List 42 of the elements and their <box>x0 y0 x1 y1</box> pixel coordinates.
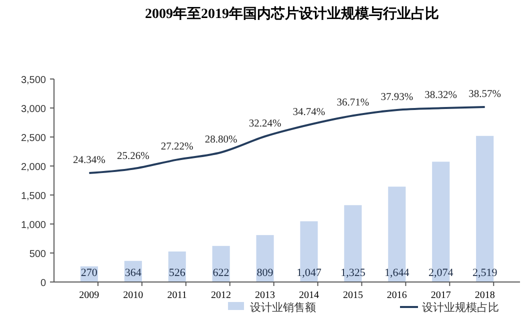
y-tick-label: 1,000 <box>20 220 46 231</box>
data-label: 38.32% <box>424 90 458 102</box>
x-tick-label: 2009 <box>79 290 100 301</box>
data-label: 36.71% <box>336 98 370 109</box>
data-label: 2,519 <box>472 267 498 279</box>
data-label: 32.24% <box>248 118 282 130</box>
x-tick-label: 2013 <box>255 290 276 301</box>
y-tick-label: 3,500 <box>20 75 46 86</box>
y-tick-label: 0 <box>40 278 46 289</box>
x-tick-label: 2011 <box>167 290 187 301</box>
legend-label: 设计业规模占比 <box>422 301 499 314</box>
data-label: 1,047 <box>296 267 322 279</box>
data-label: 270 <box>80 267 98 279</box>
x-tick-label: 2010 <box>123 290 144 301</box>
x-tick-label: 2012 <box>211 290 232 301</box>
y-tick-label: 3,000 <box>20 104 46 115</box>
x-tick-label: 2017 <box>430 290 451 301</box>
x-tick-label: 2014 <box>298 290 319 301</box>
data-label: 1,325 <box>340 267 366 279</box>
data-label: 364 <box>124 267 142 279</box>
chart-title: 2009年至2019年国内芯片设计业规模与行业占比 <box>145 6 439 22</box>
y-tick-label: 1,500 <box>20 191 46 202</box>
x-tick-label: 2018 <box>474 290 495 301</box>
data-label: 34.74% <box>292 106 326 118</box>
data-label: 27.22% <box>160 142 194 153</box>
data-label: 809 <box>256 267 274 279</box>
data-label: 38.57% <box>468 88 502 100</box>
data-label: 24.34% <box>72 155 106 166</box>
y-tick-label: 500 <box>29 249 46 260</box>
x-tick-label: 2015 <box>342 290 363 301</box>
data-label: 622 <box>212 267 230 279</box>
data-label: 2,074 <box>428 267 454 279</box>
data-label: 25.26% <box>116 150 150 162</box>
legend-label: 设计业销售额 <box>250 301 316 314</box>
y-tick-label: 2,000 <box>20 162 46 173</box>
x-tick-label: 2016 <box>386 290 407 301</box>
bar <box>256 235 274 282</box>
y-tick-label: 2,500 <box>20 133 46 144</box>
data-label: 526 <box>168 267 186 279</box>
data-label: 37.93% <box>380 92 414 103</box>
data-label: 28.80% <box>204 134 238 146</box>
data-label: 1,644 <box>384 267 410 279</box>
